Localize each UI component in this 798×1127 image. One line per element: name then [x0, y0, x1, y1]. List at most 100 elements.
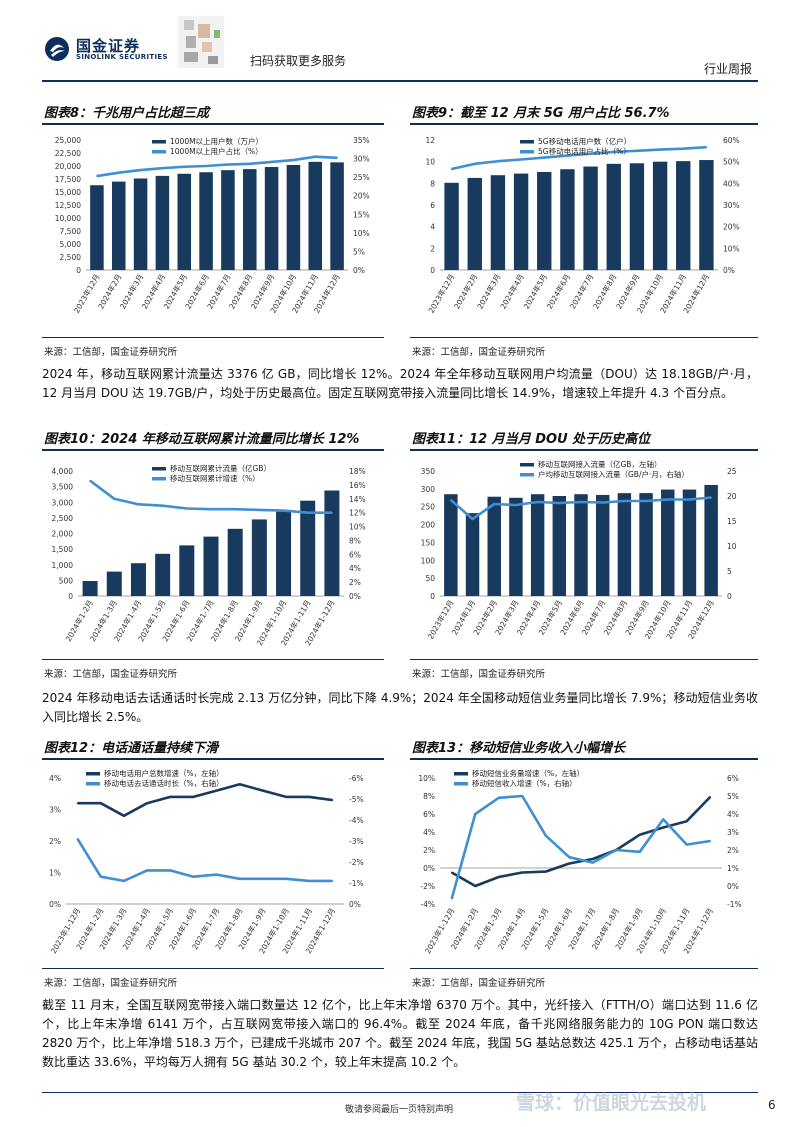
fig12-point: [331, 880, 334, 882]
fig11-legend-swatch: [520, 473, 534, 477]
fig11-point: [515, 504, 517, 506]
fig12-svg: 0%1%2%3%4%0%-1%-2%-3%-4%-5%-6%2023年1-12月…: [48, 768, 364, 955]
fig10-point: [258, 509, 261, 511]
fig11-yleft-tick: 250: [421, 503, 436, 512]
fig13-point: [685, 843, 688, 846]
fig11-bar: [487, 496, 501, 596]
fig13-title: 图表13：移动短信业务收入小幅增长: [412, 741, 626, 756]
fig10-legend-label: 移动互联网累计增速（%）: [170, 473, 260, 483]
fig8-legend-label: 1000M以上用户数（万户）: [170, 136, 263, 146]
fig8-bar: [242, 169, 257, 270]
fig8-point: [117, 171, 120, 174]
fig11-yleft-tick: 50: [425, 574, 435, 583]
report-type-label: 行业周报: [704, 62, 753, 76]
fig12-yright-tick: -5%: [349, 795, 364, 804]
page-number: 6: [768, 1098, 776, 1112]
fig9-point: [497, 160, 499, 163]
fig10-yleft-tick: 2,500: [52, 514, 74, 523]
fig9-bottom-rule: [410, 337, 758, 338]
logo-chinese-name: 国金证券: [76, 37, 141, 55]
fig12-yright-tick: -2%: [349, 858, 364, 867]
fig10-legend-label: 移动互联网累计流量（亿GB）: [170, 463, 271, 473]
fig11-yleft-tick: 350: [421, 467, 436, 476]
fig11-bar: [530, 494, 545, 596]
fig11-title: 图表11：12 月当月 DOU 处于历史高位: [412, 432, 651, 447]
fig13-point: [709, 796, 712, 798]
fig9-yleft-tick: 6: [430, 201, 435, 210]
fig9-legend-label: 5G移动电话用户占比（%）: [538, 146, 631, 156]
fig12-point: [146, 869, 148, 872]
fig11-bar: [682, 489, 697, 596]
fig9-bar: [676, 161, 691, 270]
fig13-yleft-tick: 0%: [423, 864, 435, 873]
fig13-point: [474, 813, 477, 815]
fig13-point: [544, 834, 547, 837]
fig11-point: [645, 500, 647, 502]
fig9-yright-tick: 40%: [723, 179, 740, 188]
fig8-point: [139, 169, 142, 171]
fig8-yleft-tick: 5,000: [60, 240, 82, 249]
fig9-point: [543, 156, 546, 159]
fig8-legend-swatch: [152, 140, 166, 144]
fig8-point: [183, 165, 186, 168]
qr-code-icon[interactable]: [178, 16, 224, 68]
fig12-point: [238, 878, 241, 880]
fig10-bar: [251, 519, 267, 596]
fig9-yright-tick: 20%: [723, 223, 740, 232]
fig8-title: 图表8：千兆用户占比超三成: [44, 106, 210, 121]
fig13-point: [497, 876, 500, 878]
fig13-yright-tick: 4%: [727, 810, 739, 819]
fig12-point: [285, 796, 287, 798]
fig10-yright-tick: 10%: [349, 523, 366, 532]
fig8-yright-tick: 20%: [353, 192, 370, 201]
fig13-point: [497, 797, 500, 799]
fig13-point: [591, 861, 594, 864]
fig11-point: [536, 501, 539, 503]
fig11-yright-tick: 0: [727, 592, 732, 601]
fig8-yleft-tick: 10,000: [55, 214, 81, 223]
fig11-bar: [639, 493, 653, 596]
fig12-yleft-tick: 4%: [49, 774, 61, 783]
fig10-yright-tick: 14%: [349, 495, 366, 504]
fig8-legend-swatch: [152, 150, 166, 154]
fig11-yright-tick: 15: [727, 517, 737, 526]
fig8-svg: 0 2,500 5,000 7,500 10,000 12,500 15,000 17,500…: [55, 136, 370, 315]
fig11-point: [666, 498, 669, 501]
fig12-point: [146, 802, 148, 804]
fig9-yright-tick: 10%: [723, 244, 740, 253]
fig9-yright-tick: 30%: [723, 201, 740, 210]
fig13-line-series: [450, 794, 711, 899]
fig8-x-tick: 2023年12月: [71, 272, 101, 315]
fig10-title-rule: [42, 449, 384, 451]
fig13-point: [638, 833, 641, 836]
fig11-bar: [595, 494, 610, 596]
fig9-point: [659, 148, 661, 151]
fig10-yright-tick: 18%: [349, 467, 366, 476]
fig11-bar: [509, 497, 523, 596]
fig11-source: 来源：工信部，国金证券研究所: [412, 669, 546, 680]
paragraph-broadband: 截至 11 月末，全国互联网宽带接入端口数量达 12 亿个，比上年末净增 637…: [42, 998, 758, 1069]
fig11-legend-swatch: [520, 463, 534, 467]
fig11-point: [601, 501, 604, 504]
fig10-point: [234, 508, 236, 510]
fig11-bar: [704, 484, 718, 596]
fig10-yleft-tick: 0: [68, 592, 73, 601]
fig10-title: 图表10：2024 年移动互联网累计流量同比增长 12%: [44, 432, 360, 447]
fig12-point: [123, 880, 125, 882]
fig10-yleft-tick: 4,000: [52, 467, 74, 476]
fig10-chart: 0 500 1,000 1,500 2,000 2,500 3,000 3,500 4,000 0…: [42, 455, 384, 658]
fig13-yleft-tick: 8%: [423, 792, 435, 801]
fig9-point: [450, 168, 453, 170]
header-divider: [42, 80, 758, 82]
xueqiu-watermark: 雪球：价值眼光去投机: [516, 1092, 707, 1114]
fig13-yleft-tick: 10%: [418, 774, 435, 783]
fig9-bar: [583, 166, 598, 270]
fig10-yright-tick: 0%: [349, 592, 361, 601]
fig11-yleft-tick: 200: [421, 521, 436, 530]
fig12-yleft-tick: 0%: [49, 900, 61, 909]
fig13-point: [568, 862, 571, 865]
fig13-source: 来源：工信部，国金证券研究所: [412, 978, 546, 989]
fig13-point: [521, 871, 524, 874]
fig9-legend-swatch: [520, 140, 534, 144]
fig11-svg: 05010015020025030035005101520252023年12月2…: [421, 459, 737, 641]
